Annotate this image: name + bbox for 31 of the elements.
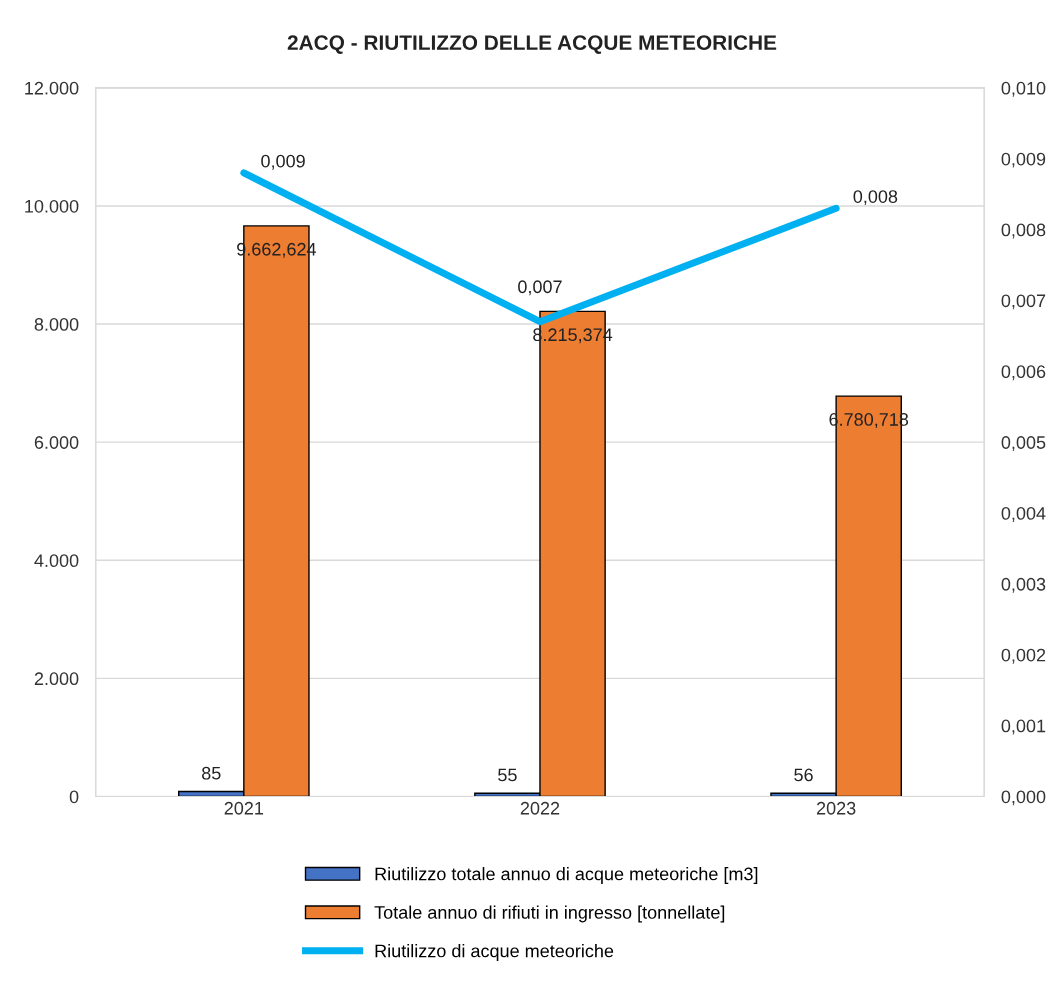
y-tick-label: 2.000 <box>34 672 79 686</box>
data-label: 0,009 <box>261 154 305 170</box>
data-label: 56 <box>794 768 813 782</box>
data-label: 85 <box>202 766 221 780</box>
y2-tick-label: 0,005 <box>1001 436 1046 452</box>
y2-tick-label: 0,003 <box>1001 577 1046 593</box>
x-tick-label: 2023 <box>816 801 856 815</box>
data-label: 0,007 <box>518 280 562 296</box>
y-tick-label: 4.000 <box>34 554 79 568</box>
legend-label: Riutilizzo di acque meteoriche <box>375 944 614 961</box>
data-label: 55 <box>498 768 517 782</box>
y-tick-label: 8.000 <box>34 318 79 331</box>
y2-tick-label: 0,006 <box>1001 365 1046 381</box>
y2-tick-label: 0,004 <box>1001 506 1046 522</box>
y-tick-label: 12.000 <box>25 81 79 95</box>
y2-tick-label: 0,009 <box>1001 152 1046 168</box>
y2-tick-label: 0,007 <box>1001 294 1046 310</box>
y2-tick-label: 0,001 <box>1001 719 1046 735</box>
y2-tick-label: 0,008 <box>1001 223 1046 239</box>
y2-tick-label: 0,010 <box>1001 81 1046 97</box>
x-tick-label: 2021 <box>224 801 264 815</box>
data-label: 0,008 <box>853 190 898 206</box>
y-tick-label: 10.000 <box>25 199 79 213</box>
y-tick-label: 6.000 <box>34 436 79 449</box>
y2-tick-label: 0,000 <box>1001 790 1046 806</box>
y2-tick-label: 0,002 <box>1001 648 1046 664</box>
legend-label: Totale annuo di rifiuti in ingresso [tonnellate] <box>374 905 725 923</box>
legend-label: Riutilizzo totale annuo di acque meteoriche [m3] <box>375 867 758 884</box>
x-tick-label: 2022 <box>520 801 560 815</box>
chart-title: 2ACQ - RIUTILIZZO DELLE ACQUE METEORICHE <box>287 35 777 54</box>
y-tick-label: 0 <box>69 790 79 804</box>
